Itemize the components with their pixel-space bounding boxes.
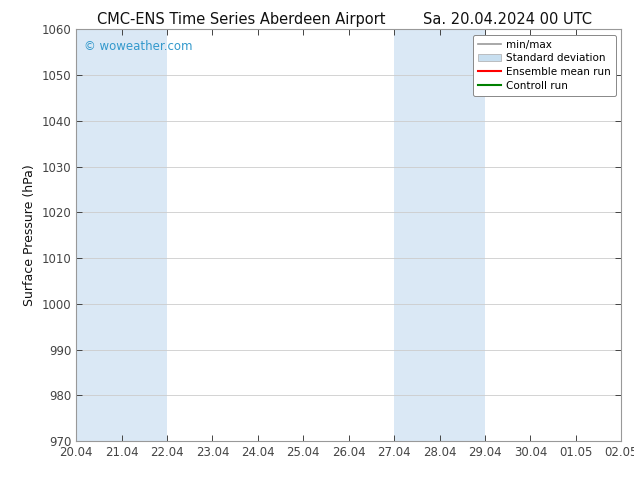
Bar: [394, 29, 485, 441]
Text: Sa. 20.04.2024 00 UTC: Sa. 20.04.2024 00 UTC: [423, 12, 592, 27]
Text: CMC-ENS Time Series Aberdeen Airport: CMC-ENS Time Series Aberdeen Airport: [96, 12, 385, 27]
Y-axis label: Surface Pressure (hPa): Surface Pressure (hPa): [23, 164, 36, 306]
Text: © woweather.com: © woweather.com: [84, 40, 193, 53]
Legend: min/max, Standard deviation, Ensemble mean run, Controll run: min/max, Standard deviation, Ensemble me…: [473, 35, 616, 96]
Bar: [76, 29, 167, 441]
